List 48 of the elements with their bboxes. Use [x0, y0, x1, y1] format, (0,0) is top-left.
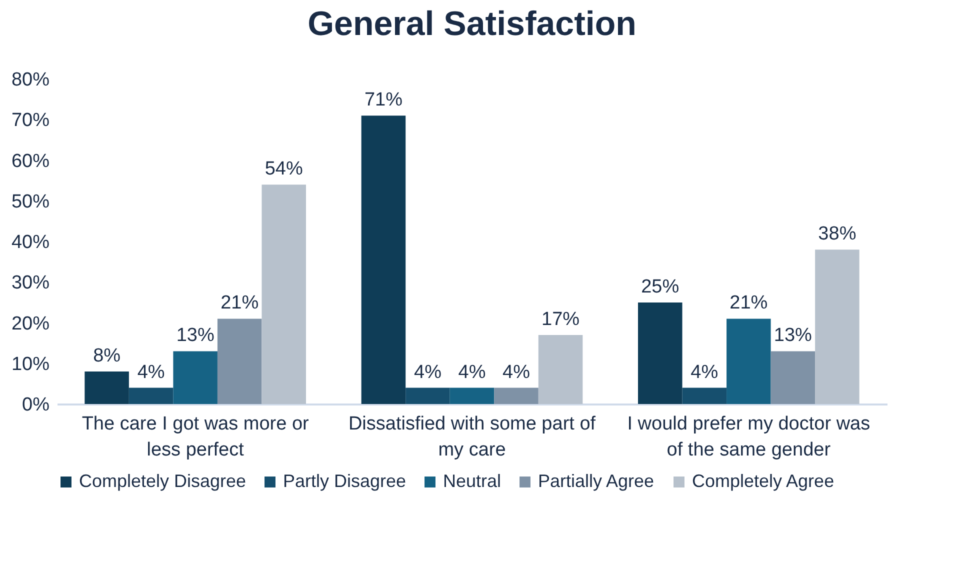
y-tick-label: 80%	[11, 70, 50, 90]
x-tick-label: Dissatisfied with some part of my care	[348, 414, 596, 460]
chart-title: General Satisfaction	[308, 5, 636, 43]
data-label: 13%	[176, 325, 214, 346]
x-tick-label: I would prefer my doctor was of the same gender	[627, 414, 870, 460]
y-tick-label: 0%	[22, 394, 50, 416]
data-label: 4%	[137, 362, 165, 383]
data-label: 25%	[641, 276, 680, 298]
legend-label: Partly Disagree	[283, 471, 406, 491]
bar	[538, 334, 583, 404]
legend-label: Completely Agree	[692, 471, 834, 491]
y-tick-label: 40%	[11, 232, 50, 253]
data-label: 4%	[414, 362, 442, 383]
bar	[726, 318, 771, 404]
y-tick-label: 50%	[11, 191, 50, 212]
bar	[682, 388, 727, 404]
data-label: 17%	[542, 308, 580, 330]
data-label: 8%	[93, 346, 121, 366]
data-label: 4%	[502, 362, 530, 383]
data-label: 4%	[690, 362, 718, 383]
x-tick-label: The care I got was more or less perfect	[82, 414, 310, 460]
bar	[450, 388, 494, 404]
bar	[217, 318, 262, 404]
y-tick-label: 60%	[11, 150, 50, 172]
bar	[638, 302, 682, 404]
bar	[128, 388, 174, 404]
bar	[406, 388, 450, 404]
bar	[815, 250, 860, 404]
legend-label: Completely Disagree	[79, 471, 246, 491]
data-label: 13%	[774, 325, 812, 346]
legend-label: Neutral	[443, 471, 502, 491]
bar	[173, 351, 218, 404]
data-label: 71%	[364, 90, 403, 111]
y-tick-label: 10%	[11, 354, 50, 375]
data-label: 54%	[264, 158, 303, 180]
data-label: 38%	[818, 224, 856, 245]
bar	[770, 351, 816, 404]
legend-label: Partially Agree	[538, 471, 654, 491]
y-tick-label: 30%	[11, 272, 50, 294]
bar	[361, 116, 406, 404]
data-label: 21%	[730, 292, 768, 314]
bar	[494, 388, 538, 404]
bar	[84, 372, 129, 404]
y-tick-label: 20%	[11, 313, 50, 334]
y-tick-label: 70%	[11, 110, 50, 132]
data-label: 21%	[220, 292, 259, 314]
data-label: 4%	[458, 362, 486, 383]
bar	[262, 184, 306, 404]
